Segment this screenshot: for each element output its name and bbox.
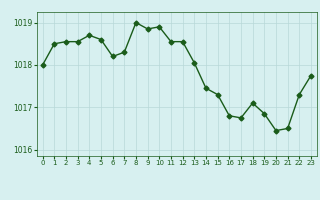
Text: Graphe pression niveau de la mer (hPa): Graphe pression niveau de la mer (hPa) — [51, 183, 269, 193]
